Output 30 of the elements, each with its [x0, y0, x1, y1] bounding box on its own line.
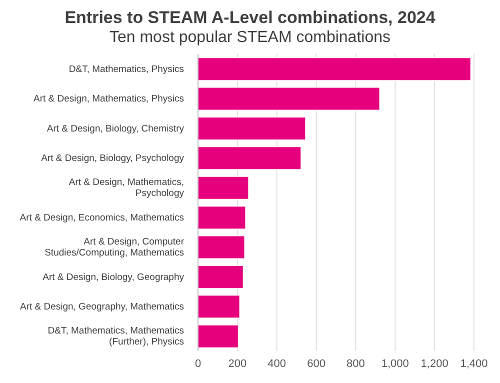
bar	[198, 294, 240, 319]
y-tick-label: Art & Design, Mathematics, Physics	[34, 93, 184, 104]
y-tick-label: Art & Design, Geography, Mathematics	[20, 300, 184, 312]
x-tick-label: 1,400	[460, 358, 488, 370]
bar	[198, 146, 302, 170]
x-tick-label: 800	[346, 358, 365, 370]
chart-subtitle: Ten most popular STEAM combinations	[108, 28, 392, 48]
y-tick-label: Art & Design, Biology, Chemistry	[46, 122, 184, 134]
bar	[198, 235, 246, 260]
bar	[198, 176, 250, 200]
y-tick-label: D&T, Mathematics, Physics	[68, 63, 184, 74]
bar	[198, 116, 306, 140]
y-tick-label: Art & Design, Computer Studies/Computing, Mathematics	[44, 236, 184, 258]
bar	[198, 264, 244, 289]
bar	[198, 57, 472, 82]
y-tick-label: Art & Design, Biology, Geography	[42, 271, 184, 282]
x-tick-label: 1,200	[420, 358, 448, 370]
x-tick-label: 1,000	[381, 358, 409, 370]
y-tick-label: D&T, Mathematics, Mathematics (Further), Physics	[48, 325, 184, 348]
y-tick-label: Art & Design, Economics, Mathematics	[20, 212, 184, 223]
bar	[198, 86, 380, 111]
bar	[198, 324, 239, 348]
x-tick-label: 600	[307, 358, 326, 370]
x-tick-label: 0	[194, 358, 202, 370]
chart-title: Entries to STEAM A-Level combinations, 2024	[64, 8, 436, 28]
x-tick-label: 400	[268, 358, 286, 370]
y-tick-label: Art & Design, Biology, Psychology	[41, 152, 184, 164]
bar	[198, 206, 246, 230]
x-tick-label: 200	[228, 358, 247, 370]
y-tick-label: Art & Design, Mathematics, Psychology	[68, 176, 184, 199]
